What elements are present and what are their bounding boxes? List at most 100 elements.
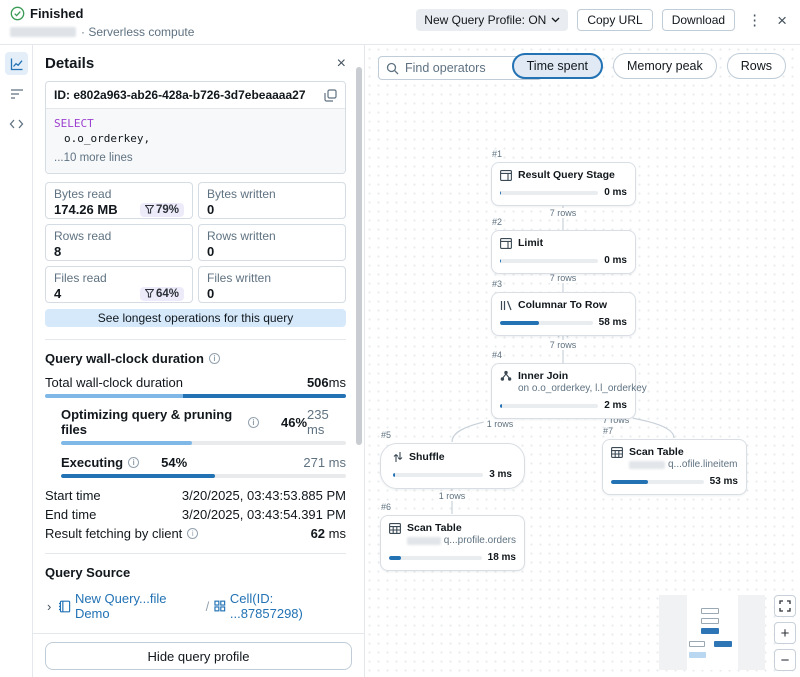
copy-url-button[interactable]: Copy URL (577, 9, 653, 31)
wall-clock-title: Query wall-clock duration i (45, 351, 346, 366)
minimap[interactable] (659, 595, 765, 670)
close-icon[interactable]: × (774, 12, 790, 29)
wall-clock-total-row: Total wall-clock duration 506 ms (45, 375, 346, 390)
table-icon (389, 522, 401, 534)
wall-clock-total-bar (45, 394, 346, 398)
shuffle-icon (393, 452, 403, 462)
metric-files-read: Files read 4 64% (45, 266, 193, 303)
details-scrollbar[interactable] (356, 67, 362, 445)
sql-more-lines-link[interactable]: ...10 more lines (54, 152, 133, 164)
result-fetching-row: Result fetching by client i 62 ms (45, 526, 346, 541)
zoom-controls: + − (774, 595, 796, 671)
metric-rows-written: Rows written 0 (198, 224, 346, 261)
sql-card: ID: e802a963-ab26-428a-b726-3d7ebeaaaa27… (45, 81, 346, 174)
kebab-menu-icon[interactable]: ⋮ (744, 11, 765, 29)
start-time-row: Start time 3/20/2025, 03:43:53.885 PM (45, 488, 346, 503)
dag-node-scan-table-orders[interactable]: #6 Scan Table q...profile.orders 18 ms (380, 502, 525, 571)
info-icon[interactable]: i (187, 528, 199, 539)
end-time-row: End time 3/20/2025, 03:43:54.391 PM (45, 507, 346, 522)
optimizing-bar (61, 441, 346, 445)
check-circle-icon (10, 6, 25, 21)
chart-icon (10, 58, 22, 70)
executing-row: Executing i 54% 271 ms (61, 455, 346, 470)
edge-rows-label: 1 rows (483, 419, 517, 429)
query-status: Finished (10, 6, 83, 21)
header: Finished · Serverless compute New Query … (0, 0, 800, 45)
zoom-out-button[interactable]: − (774, 649, 796, 671)
dag-node-inner-join[interactable]: #4 Inner Join on o.o_orderkey, l.l_order… (491, 350, 647, 419)
tab-code-view[interactable] (5, 112, 28, 135)
dag-node-shuffle[interactable]: #5 Shuffle 3 ms (380, 430, 525, 489)
prune-badge: 79% (139, 202, 184, 217)
chevron-down-icon (551, 17, 560, 23)
query-source-links: › New Query...file Demo / Cell(ID: ...87… (45, 591, 346, 621)
notebook-icon (59, 600, 71, 612)
compute-row: · Serverless compute (10, 25, 194, 39)
copy-id-button[interactable] (324, 88, 337, 102)
executing-segment (183, 394, 346, 398)
tab-graph-view[interactable] (5, 52, 28, 75)
notebook-link[interactable]: New Query...file Demo (58, 591, 200, 621)
see-longest-operations-button[interactable]: See longest operations for this query (45, 309, 346, 327)
redacted-workspace-name (10, 27, 76, 37)
metric-rows-read: Rows read 8 (45, 224, 193, 261)
search-icon (386, 62, 399, 74)
zoom-in-button[interactable]: + (774, 622, 796, 644)
profile-toggle-label: New Query Profile: ON (424, 13, 547, 27)
dag-node-columnar-to-row[interactable]: #3 Columnar To Row 58 ms (491, 279, 636, 336)
stage-icon (500, 169, 512, 181)
optimizing-row: Optimizing query & pruning files i 46% 23… (61, 407, 329, 437)
search-input[interactable] (405, 61, 525, 75)
sql-keyword: SELECT (54, 117, 94, 130)
total-duration-value: 506 (306, 375, 329, 390)
dag-node-scan-table-lineitem[interactable]: #7 Scan Table q...ofile.lineitem 53 ms (602, 426, 747, 495)
hide-query-profile-button[interactable]: Hide query profile (45, 642, 352, 670)
node-subtitle: q...ofile.lineitem (629, 459, 738, 470)
tab-list-view[interactable] (5, 82, 28, 105)
dag-node-limit[interactable]: #2 Limit 0 ms (491, 217, 636, 274)
details-title: Details (45, 55, 95, 72)
fit-icon (779, 600, 791, 612)
optimizing-segment (45, 394, 184, 398)
fit-view-button[interactable] (774, 595, 796, 617)
divider (45, 553, 346, 554)
edge-rows-label: 7 rows (546, 340, 580, 350)
cell-link[interactable]: Cell(ID: ...87857298) (214, 591, 346, 621)
table-icon (611, 446, 623, 458)
download-button[interactable]: Download (661, 9, 736, 31)
info-icon[interactable]: i (248, 416, 260, 428)
dag-node-result-query-stage[interactable]: #1 Result Query Stage 0 ms (491, 149, 636, 206)
filter-icon (144, 205, 154, 214)
details-close-icon[interactable]: × (336, 54, 346, 72)
redacted-catalog-name (629, 460, 665, 469)
dag-canvas[interactable]: Time spent Memory peak Rows 7 rows 7 row… (365, 45, 800, 677)
query-source-title: Query Source (45, 565, 131, 580)
info-icon[interactable]: i (128, 457, 140, 468)
minimap-bar (689, 652, 706, 658)
join-icon (500, 370, 512, 381)
copy-icon (324, 88, 337, 102)
info-icon[interactable]: i (208, 353, 220, 364)
details-scroll-area: Details × ID: e802a963-ab26-428a-b726-3d… (33, 45, 364, 633)
edge-rows-label: 7 rows (546, 208, 580, 218)
details-panel: Details × ID: e802a963-ab26-428a-b726-3d… (33, 45, 365, 677)
edge-rows-label: 1 rows (435, 491, 469, 501)
divider (45, 339, 346, 340)
expand-chevron-icon[interactable]: › (47, 598, 52, 614)
tab-rows[interactable]: Rows (726, 53, 786, 79)
node-subtitle: on o.o_orderkey, l.l_orderkey (518, 383, 647, 394)
list-icon (10, 88, 23, 99)
new-query-profile-toggle[interactable]: New Query Profile: ON (416, 9, 569, 31)
details-footer: Hide query profile (33, 633, 364, 677)
status-label: Finished (30, 6, 84, 21)
header-actions: New Query Profile: ON Copy URL Download … (416, 9, 790, 31)
view-tabs: Time spent Memory peak Rows (511, 53, 786, 79)
breadcrumb-separator: / (205, 598, 210, 614)
metric-grid: Bytes read 174.26 MB 79% Bytes written 0… (45, 182, 346, 303)
tab-memory-peak[interactable]: Memory peak (613, 53, 717, 79)
prune-badge: 64% (139, 286, 184, 301)
tab-time-spent[interactable]: Time spent (511, 53, 603, 79)
minimap-bar (689, 641, 705, 647)
code-icon (9, 119, 24, 128)
